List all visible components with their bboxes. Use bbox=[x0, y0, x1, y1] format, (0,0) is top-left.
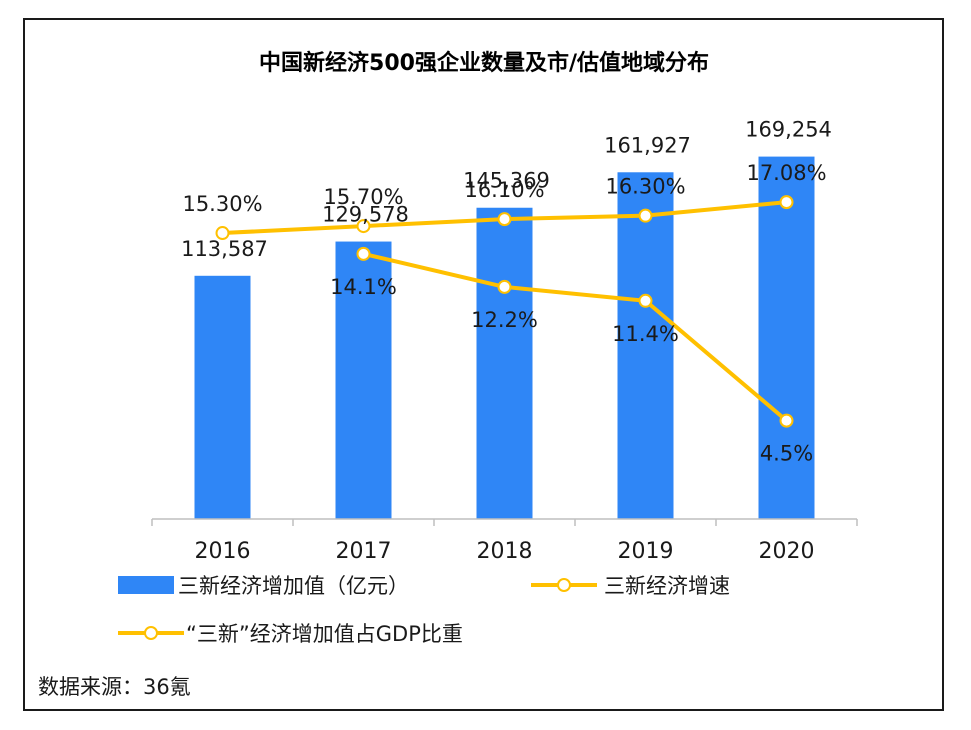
bar-2020 bbox=[758, 156, 815, 519]
bar-series bbox=[194, 156, 815, 520]
legend-swatch-growth-marker bbox=[557, 578, 571, 592]
share-label-2017: 15.70% bbox=[323, 185, 403, 209]
bar-label-2018: 145,369 bbox=[463, 169, 550, 193]
share-point-2019 bbox=[638, 208, 653, 223]
x-tick-label-2018: 2018 bbox=[477, 539, 533, 564]
share-label-2018: 16.10% bbox=[464, 178, 544, 202]
growth-point-2018 bbox=[497, 279, 512, 294]
x-axis: 2016 2017 2018 2019 2020 bbox=[151, 518, 858, 564]
share-point-2016 bbox=[215, 226, 230, 241]
chart-title: 中国新经济500强企业数量及市/估值地域分布 bbox=[259, 50, 709, 76]
line-series bbox=[215, 195, 794, 428]
growth-label-2018: 12.2% bbox=[471, 308, 538, 332]
bar-2019 bbox=[617, 172, 674, 520]
growth-line bbox=[363, 251, 788, 423]
x-tick-label-2019: 2019 bbox=[618, 539, 674, 564]
share-label-2016: 15.30% bbox=[182, 192, 262, 216]
bar-2017 bbox=[335, 241, 392, 519]
growth-label-2019: 11.4% bbox=[612, 322, 679, 346]
legend-swatch-share-marker bbox=[144, 626, 158, 640]
legend-label-growth: 三新经济增速 bbox=[604, 574, 730, 598]
growth-point-2020 bbox=[779, 413, 794, 428]
bar-label-2020: 169,254 bbox=[745, 118, 832, 142]
growth-label-2020: 4.5% bbox=[760, 442, 813, 466]
growth-point-2019 bbox=[638, 293, 653, 308]
bar-label-2019: 161,927 bbox=[604, 133, 691, 157]
source-note: 数据来源：36氪 bbox=[38, 675, 191, 699]
legend-label-bar: 三新经济增加值（亿元） bbox=[178, 574, 409, 598]
bar-2018 bbox=[476, 207, 533, 519]
legend: 三新经济增加值（亿元） 三新经济增速 “三新”经济增加值占GDP比重 bbox=[118, 574, 730, 646]
x-tick-label-2020: 2020 bbox=[759, 539, 815, 564]
share-point-2018 bbox=[497, 212, 512, 227]
x-tick-label-2017: 2017 bbox=[336, 539, 392, 564]
share-point-2017 bbox=[356, 219, 371, 234]
bar-label-2016: 113,587 bbox=[181, 237, 268, 261]
growth-point-2017 bbox=[356, 246, 371, 261]
legend-label-share: “三新”经济增加值占GDP比重 bbox=[186, 622, 463, 646]
share-point-2020 bbox=[779, 195, 794, 210]
growth-label-2017: 14.1% bbox=[330, 275, 397, 299]
share-label-2019: 16.30% bbox=[605, 175, 685, 199]
bar-label-2017: 129,578 bbox=[322, 203, 409, 227]
data-labels: 14.1% 12.2% 11.4% 4.5% 15.30% 15.70% 16.10% 16.… bbox=[181, 118, 832, 466]
share-label-2020: 17.08% bbox=[746, 161, 826, 185]
legend-swatch-bar bbox=[118, 576, 174, 594]
bar-2016 bbox=[194, 275, 251, 519]
x-tick-label-2016: 2016 bbox=[195, 539, 251, 564]
